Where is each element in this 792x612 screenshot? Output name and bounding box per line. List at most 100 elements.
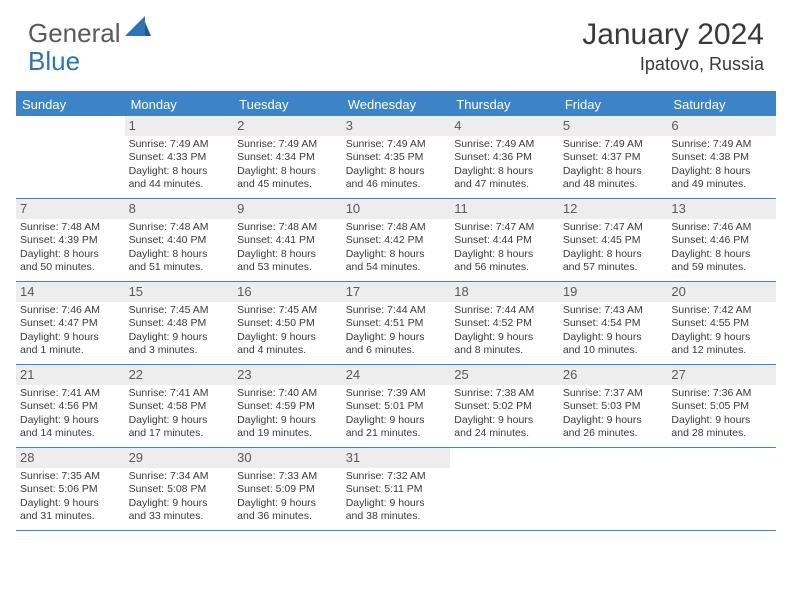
day-info-line: Sunset: 5:09 PM <box>237 483 338 496</box>
day-number: 17 <box>346 284 360 299</box>
day-cell: 14Sunrise: 7:46 AMSunset: 4:47 PMDayligh… <box>16 282 125 364</box>
day-info-line: Daylight: 8 hours <box>563 165 664 178</box>
day-number: 3 <box>346 118 353 133</box>
day-cell: 22Sunrise: 7:41 AMSunset: 4:58 PMDayligh… <box>125 365 234 447</box>
day-info-line: Daylight: 9 hours <box>671 331 772 344</box>
day-number: 16 <box>237 284 251 299</box>
day-number-row: 31 <box>342 448 451 468</box>
day-number: 1 <box>129 118 136 133</box>
day-info-line: Sunrise: 7:45 AM <box>237 304 338 317</box>
day-number: 23 <box>237 367 251 382</box>
day-number: 12 <box>563 201 577 216</box>
day-info-line: and 6 minutes. <box>346 344 447 357</box>
day-info-line: Sunrise: 7:48 AM <box>237 221 338 234</box>
day-info-line: Daylight: 9 hours <box>671 414 772 427</box>
day-number-row: 26 <box>559 365 668 385</box>
day-cell: 31Sunrise: 7:32 AMSunset: 5:11 PMDayligh… <box>342 448 451 530</box>
day-cell: 16 Sunrise: 7:45 AMSunset: 4:50 PMDayligh… <box>233 282 342 364</box>
day-info-line: Sunset: 5:01 PM <box>346 400 447 413</box>
day-info-line: Sunrise: 7:44 AM <box>454 304 555 317</box>
day-number-row: 4 <box>450 116 559 136</box>
day-cell: 5Sunrise: 7:49 AMSunset: 4:37 PMDaylight… <box>559 116 668 198</box>
day-info-line: Daylight: 9 hours <box>129 414 230 427</box>
day-info-line: Sunrise: 7:49 AM <box>346 138 447 151</box>
day-info-line: Sunrise: 7:48 AM <box>20 221 121 234</box>
day-number: 22 <box>129 367 143 382</box>
weekday-tuesday: Tuesday <box>233 93 342 116</box>
day-info-line: and 45 minutes. <box>237 178 338 191</box>
day-number: 25 <box>454 367 468 382</box>
day-number-row: 5 <box>559 116 668 136</box>
day-number-row: 8 <box>125 199 234 219</box>
day-number: 14 <box>20 284 34 299</box>
day-number-row: 6 <box>667 116 776 136</box>
day-number-row: 2 <box>233 116 342 136</box>
day-number-row: 12 <box>559 199 668 219</box>
day-info-line: Sunrise: 7:46 AM <box>20 304 121 317</box>
day-info-line: Sunset: 4:38 PM <box>671 151 772 164</box>
day-number: 7 <box>20 201 27 216</box>
day-number-row: 29 <box>125 448 234 468</box>
day-info-line: Daylight: 9 hours <box>346 331 447 344</box>
day-info-line: Sunset: 4:37 PM <box>563 151 664 164</box>
day-info-line: and 36 minutes. <box>237 510 338 523</box>
day-info-line: Daylight: 8 hours <box>454 248 555 261</box>
day-number: 31 <box>346 450 360 465</box>
weekday-friday: Friday <box>559 93 668 116</box>
day-cell: 4Sunrise: 7:49 AMSunset: 4:36 PMDaylight… <box>450 116 559 198</box>
day-cell <box>450 448 559 530</box>
day-info-line: Sunrise: 7:39 AM <box>346 387 447 400</box>
day-info-line: Daylight: 8 hours <box>129 248 230 261</box>
day-cell: 21Sunrise: 7:41 AMSunset: 4:56 PMDayligh… <box>16 365 125 447</box>
day-info-line: Daylight: 8 hours <box>20 248 121 261</box>
day-info-line: and 4 minutes. <box>237 344 338 357</box>
day-info-line: and 8 minutes. <box>454 344 555 357</box>
day-info-line: Sunrise: 7:35 AM <box>20 470 121 483</box>
day-info-line: Sunset: 5:11 PM <box>346 483 447 496</box>
day-cell: 1Sunrise: 7:49 AMSunset: 4:33 PMDaylight… <box>125 116 234 198</box>
calendar: Sunday Monday Tuesday Wednesday Thursday… <box>16 91 776 531</box>
day-cell <box>559 448 668 530</box>
day-info-line: Sunset: 5:03 PM <box>563 400 664 413</box>
day-info-line: Daylight: 9 hours <box>563 331 664 344</box>
day-number-row: 11 <box>450 199 559 219</box>
location: Ipatovo, Russia <box>582 54 764 75</box>
day-number: 30 <box>237 450 251 465</box>
logo-triangle-icon <box>125 16 151 41</box>
day-info-line: and 19 minutes. <box>237 427 338 440</box>
day-number-row: 30 <box>233 448 342 468</box>
day-info-line: Sunset: 4:50 PM <box>237 317 338 330</box>
day-info-line: Sunset: 4:39 PM <box>20 234 121 247</box>
day-cell: 8Sunrise: 7:48 AMSunset: 4:40 PMDaylight… <box>125 199 234 281</box>
week-row: 28Sunrise: 7:35 AMSunset: 5:06 PMDayligh… <box>16 448 776 531</box>
day-info-line: Sunset: 4:58 PM <box>129 400 230 413</box>
day-info-line: and 48 minutes. <box>563 178 664 191</box>
logo-text-general: General <box>28 18 121 49</box>
day-info-line: and 28 minutes. <box>671 427 772 440</box>
weeks-container: 1Sunrise: 7:49 AMSunset: 4:33 PMDaylight… <box>16 116 776 531</box>
day-number: 20 <box>671 284 685 299</box>
day-cell: 7 Sunrise: 7:48 AMSunset: 4:39 PMDaylight… <box>16 199 125 281</box>
day-info-line: Sunset: 4:36 PM <box>454 151 555 164</box>
day-cell: 27Sunrise: 7:36 AMSunset: 5:05 PMDayligh… <box>667 365 776 447</box>
day-cell: 30Sunrise: 7:33 AMSunset: 5:09 PMDayligh… <box>233 448 342 530</box>
day-info-line: Daylight: 9 hours <box>237 331 338 344</box>
day-number-row: 9 <box>233 199 342 219</box>
day-info-line: Daylight: 9 hours <box>129 331 230 344</box>
day-number-row: 15 <box>125 282 234 302</box>
day-info-line: Sunrise: 7:49 AM <box>129 138 230 151</box>
day-number: 13 <box>671 201 685 216</box>
header: General January 2024 Ipatovo, Russia <box>0 0 792 83</box>
day-number: 29 <box>129 450 143 465</box>
day-info-line: Sunrise: 7:45 AM <box>129 304 230 317</box>
day-info-line: Sunset: 4:47 PM <box>20 317 121 330</box>
day-info-line: Sunset: 4:33 PM <box>129 151 230 164</box>
day-info-line: Sunset: 4:51 PM <box>346 317 447 330</box>
day-info-line: Sunrise: 7:49 AM <box>454 138 555 151</box>
day-number: 9 <box>237 201 244 216</box>
day-number-row: 20 <box>667 282 776 302</box>
day-info-line: Daylight: 8 hours <box>237 165 338 178</box>
day-number-row: 17 <box>342 282 451 302</box>
day-info-line: and 21 minutes. <box>346 427 447 440</box>
day-info-line: Sunrise: 7:43 AM <box>563 304 664 317</box>
